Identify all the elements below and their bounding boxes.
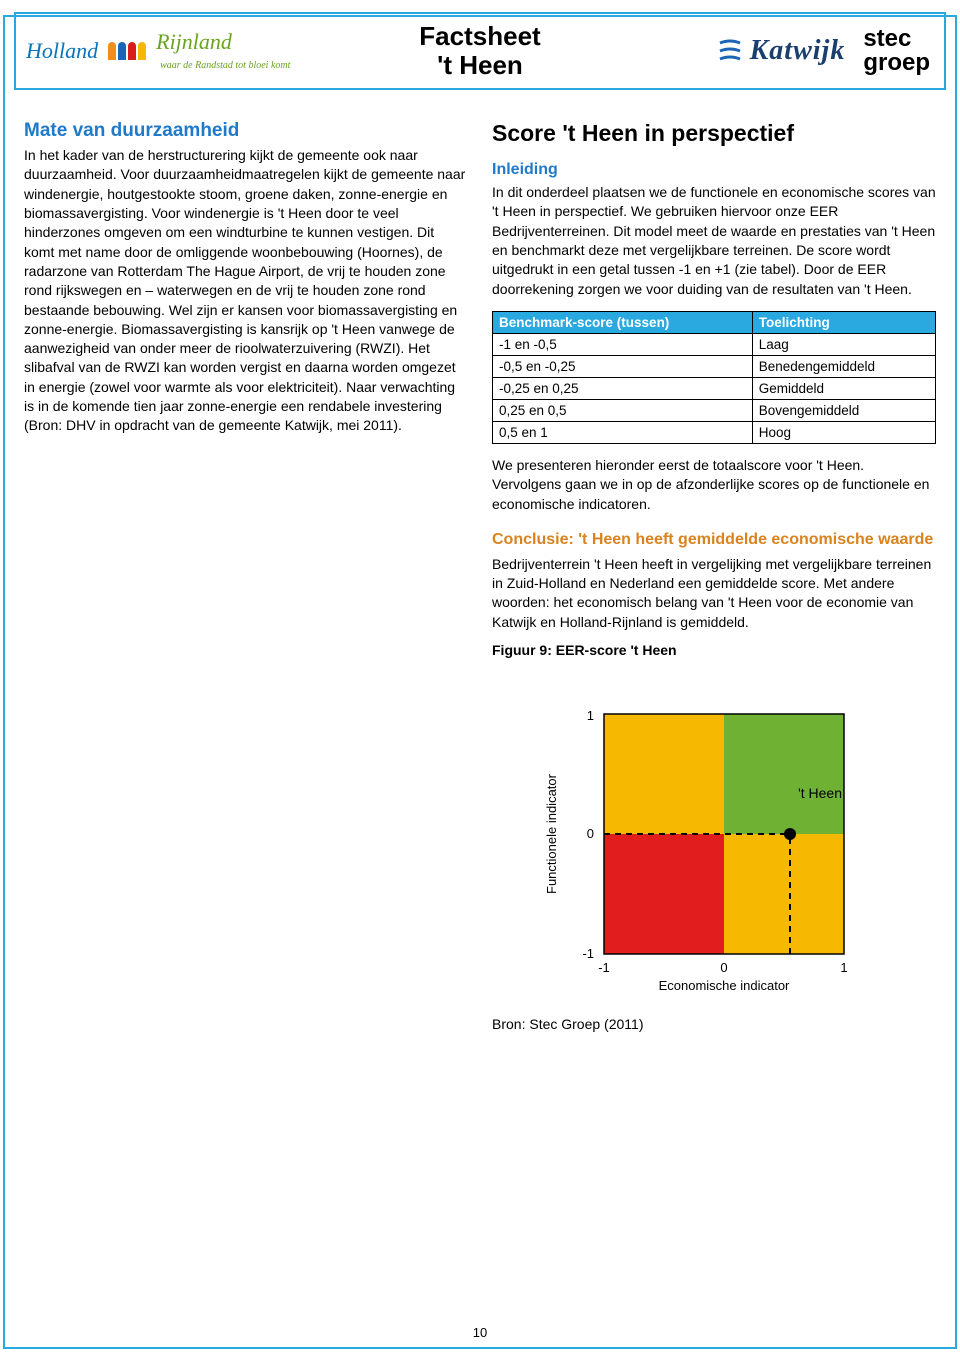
inleiding-heading: Inleiding bbox=[492, 161, 936, 179]
table-cell: Benedengemiddeld bbox=[752, 355, 935, 377]
right-column: Score 't Heen in perspectief Inleiding I… bbox=[492, 120, 936, 1312]
benchmark-table: Benchmark-score (tussen) Toelichting -1 … bbox=[492, 311, 936, 444]
chart-area: 't Heen 1 0 -1 -1 0 1 Economische indica… bbox=[524, 694, 904, 994]
quad-top-left bbox=[604, 714, 724, 834]
page-number: 10 bbox=[473, 1325, 487, 1340]
table-header-2: Toelichting bbox=[752, 311, 935, 333]
eer-chart: 't Heen 1 0 -1 -1 0 1 Economische indica… bbox=[492, 694, 936, 994]
table-cell: 0,5 en 1 bbox=[493, 421, 753, 443]
data-point bbox=[784, 828, 796, 840]
chart-source: Bron: Stec Groep (2011) bbox=[492, 1016, 936, 1032]
table-cell: Laag bbox=[752, 333, 935, 355]
logo-stec: stec groep bbox=[863, 27, 930, 75]
ytick-top: 1 bbox=[587, 708, 594, 723]
left-heading: Mate van duurzaamheid bbox=[24, 120, 468, 142]
stec-line1: stec bbox=[863, 27, 930, 51]
table-cell: -1 en -0,5 bbox=[493, 333, 753, 355]
logo-holland-rijnland: Holland Rijnland waar de Randstad tot bl… bbox=[26, 29, 290, 73]
holland-tagline: waar de Randstad tot bloei komt bbox=[160, 60, 290, 71]
quad-top-right bbox=[724, 714, 844, 834]
logo-katwijk: Katwijk bbox=[716, 35, 846, 67]
x-axis-label: Economische indicator bbox=[659, 978, 790, 993]
table-header-row: Benchmark-score (tussen) Toelichting bbox=[493, 311, 936, 333]
xtick-left: -1 bbox=[598, 960, 610, 975]
table-row: 0,25 en 0,5Bovengemiddeld bbox=[493, 399, 936, 421]
table-row: -0,5 en -0,25Benedengemiddeld bbox=[493, 355, 936, 377]
quad-bottom-right bbox=[724, 834, 844, 954]
header-bar: Holland Rijnland waar de Randstad tot bl… bbox=[14, 12, 946, 90]
rijnland-text: Rijnland bbox=[156, 29, 232, 54]
holland-text: Holland bbox=[26, 38, 98, 64]
title-line2: 't Heen bbox=[419, 51, 540, 80]
quad-bottom-left bbox=[604, 834, 724, 954]
title-line1: Factsheet bbox=[419, 22, 540, 51]
xtick-mid: 0 bbox=[720, 960, 727, 975]
stec-line2: groep bbox=[863, 51, 930, 75]
page-title: Factsheet 't Heen bbox=[419, 22, 540, 79]
table-cell: Bovengemiddeld bbox=[752, 399, 935, 421]
table-cell: -0,25 en 0,25 bbox=[493, 377, 753, 399]
xtick-right: 1 bbox=[840, 960, 847, 975]
table-row: -0,25 en 0,25Gemiddeld bbox=[493, 377, 936, 399]
tulip-icon bbox=[108, 42, 146, 60]
conclusie-body: Bedrijventerrein 't Heen heeft in vergel… bbox=[492, 555, 936, 632]
logos-right: Katwijk stec groep bbox=[716, 27, 930, 75]
after-table-text: We presenteren hieronder eerst de totaal… bbox=[492, 456, 936, 514]
table-cell: 0,25 en 0,5 bbox=[493, 399, 753, 421]
ytick-mid: 0 bbox=[587, 826, 594, 841]
table-cell: -0,5 en -0,25 bbox=[493, 355, 753, 377]
left-body: In het kader van de herstructurering kij… bbox=[24, 146, 468, 436]
content-area: Mate van duurzaamheid In het kader van d… bbox=[24, 120, 936, 1312]
ytick-bot: -1 bbox=[582, 946, 594, 961]
quadrant-chart-svg: 't Heen 1 0 -1 -1 0 1 Economische indica… bbox=[524, 694, 904, 994]
point-label: 't Heen bbox=[798, 785, 842, 801]
katwijk-text: Katwijk bbox=[750, 35, 846, 67]
table-cell: Gemiddeld bbox=[752, 377, 935, 399]
conclusie-heading: Conclusie: 't Heen heeft gemiddelde econ… bbox=[492, 530, 936, 551]
figure-caption: Figuur 9: EER-score 't Heen bbox=[492, 642, 936, 658]
y-axis-label: Functionele indicator bbox=[544, 773, 559, 894]
table-cell: Hoog bbox=[752, 421, 935, 443]
inleiding-body: In dit onderdeel plaatsen we de function… bbox=[492, 183, 936, 299]
left-column: Mate van duurzaamheid In het kader van d… bbox=[24, 120, 468, 1312]
katwijk-icon bbox=[716, 37, 744, 65]
table-row: -1 en -0,5Laag bbox=[493, 333, 936, 355]
table-row: 0,5 en 1Hoog bbox=[493, 421, 936, 443]
table-header-1: Benchmark-score (tussen) bbox=[493, 311, 753, 333]
right-main-heading: Score 't Heen in perspectief bbox=[492, 120, 936, 147]
